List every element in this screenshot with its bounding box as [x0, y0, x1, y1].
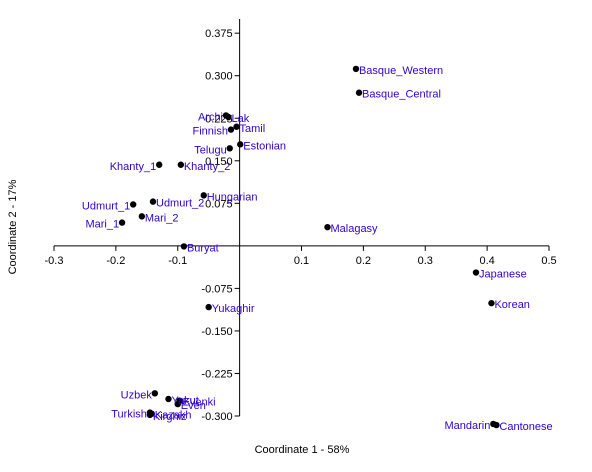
y-tick-label: -0.150 — [201, 326, 232, 338]
data-point — [177, 161, 185, 168]
x-tick-label: 0.5 — [541, 255, 556, 267]
data-point — [472, 269, 480, 276]
y-tick-label: 0.150 — [205, 156, 233, 168]
point-label: Basque_Central — [362, 89, 441, 101]
point-label: Kirghiz — [153, 411, 187, 423]
point-labels: Basque_Western Basque_Central Archi LakTami… — [82, 65, 553, 433]
point-label: Mandarin — [444, 420, 490, 432]
data-point — [226, 145, 233, 152]
point-label: Archi — [198, 111, 223, 123]
point-label: Korean — [494, 299, 529, 311]
data-point — [138, 213, 146, 220]
x-tick-label: 0.4 — [479, 255, 494, 267]
point-label: Lak — [231, 113, 249, 125]
data-point — [174, 400, 181, 408]
x-tick-label: -0.2 — [106, 255, 125, 267]
data-point — [155, 161, 163, 168]
data-point — [200, 192, 207, 199]
point-label: Khanty_2 — [184, 161, 230, 173]
x-tick-label: -0.1 — [168, 255, 187, 267]
data-point — [165, 395, 172, 403]
point-label: Japanese — [479, 269, 527, 281]
data-point — [130, 201, 137, 208]
y-tick-label: -0.300 — [201, 411, 232, 423]
point-label: Basque_Western — [359, 65, 443, 77]
y-tick-label: 0.300 — [205, 71, 233, 83]
point-label: Estonian — [243, 140, 286, 152]
point-label: Mari_2 — [145, 212, 179, 224]
data-point — [118, 219, 126, 226]
point-label: Udmurt_2 — [156, 198, 204, 210]
point-label: Even — [181, 400, 206, 412]
point-label: Finnish — [192, 126, 227, 138]
data-point — [493, 421, 500, 429]
y-tick-label: 0.075 — [205, 198, 233, 210]
point-label: Cantonese — [499, 421, 552, 433]
x-tick-label: 0.2 — [356, 255, 371, 267]
data-point — [180, 243, 188, 250]
point-label: Malagasy — [330, 223, 378, 235]
data-point — [225, 113, 232, 121]
x-tick-label: 0.3 — [418, 255, 433, 267]
point-label: Tamil — [240, 123, 266, 135]
y-tick-label: -0.225 — [201, 368, 232, 380]
data-point — [149, 198, 157, 205]
data-points — [118, 65, 500, 429]
y-tick-label: -0.075 — [201, 283, 232, 295]
y-tick-label: 0.375 — [205, 28, 233, 40]
data-point — [355, 89, 363, 96]
data-point — [205, 303, 212, 311]
data-point — [233, 123, 240, 130]
data-point — [488, 299, 495, 307]
point-label: Buryat — [187, 242, 219, 254]
point-label: Mari_1 — [85, 219, 119, 231]
data-point — [151, 390, 159, 397]
point-label: Udmurt_1 — [82, 200, 130, 212]
axes: -0.3 -0.2 -0.1 0.1 0.2 0.3 0.4 0.50.3750.3000.2… — [45, 19, 557, 423]
data-point — [146, 411, 154, 419]
point-label: Evenki — [183, 397, 216, 409]
data-point — [237, 141, 244, 148]
x-axis-title: Coordinate 1 - 58% — [255, 444, 350, 456]
point-label: Hungarian — [207, 191, 258, 203]
data-point — [324, 223, 331, 231]
x-tick-label: 0.1 — [294, 255, 309, 267]
point-label: Khanty_1 — [110, 161, 156, 173]
point-label: Yukaghir — [212, 303, 255, 315]
point-label: Yakut — [171, 395, 198, 407]
x-tick-label: -0.3 — [45, 255, 64, 267]
point-label: Telugu — [194, 144, 226, 156]
data-point — [227, 126, 235, 133]
point-label: Uzbek — [121, 389, 153, 401]
y-axis-title: Coordinate 2 - 17% — [7, 179, 19, 274]
data-point — [352, 65, 360, 73]
point-label: Turkish — [111, 409, 147, 421]
point-label: Kazakh — [155, 410, 192, 422]
